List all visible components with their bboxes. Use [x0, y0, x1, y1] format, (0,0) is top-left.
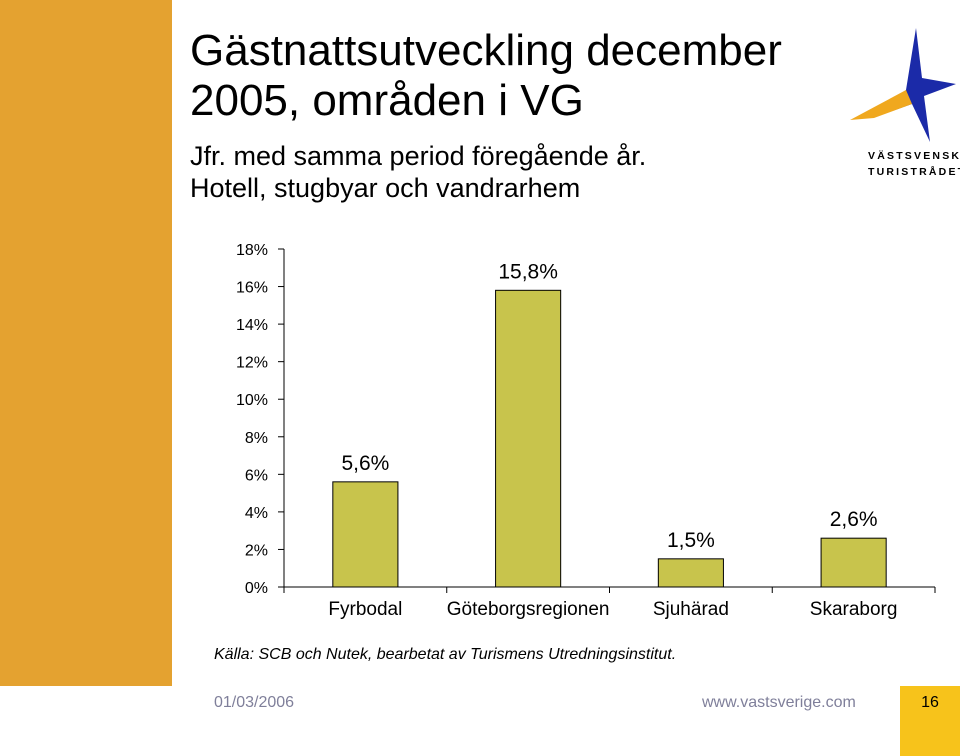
data-label: 2,6%: [830, 508, 878, 531]
data-labels: 5,6% 15,8% 1,5% 2,6%: [341, 260, 877, 552]
data-label: 15,8%: [498, 260, 558, 283]
y-tick-label: 8%: [245, 430, 268, 447]
y-tick-label: 10%: [236, 392, 268, 409]
x-axis: Fyrbodal Göteborgsregionen Sjuhärad Skarabo…: [283, 586, 936, 620]
x-category-label: Fyrbodal: [328, 599, 402, 620]
y-tick-label: 4%: [245, 505, 268, 522]
source-note: Källa: SCB och Nutek, bearbetat av Turis…: [214, 646, 677, 663]
bar-sjuhärad: [657, 558, 724, 588]
y-tick-label: 18%: [236, 242, 268, 259]
logo-text-line-1: VÄSTSVENSKA: [868, 150, 960, 162]
bar-fyrbodal: [332, 481, 399, 588]
y-tick-label: 2%: [245, 542, 268, 559]
subtitle-line-2: Hotell, stugbyar och vandrarhem: [190, 173, 581, 203]
footer-date: 01/03/2006: [214, 694, 295, 711]
y-tick-label: 12%: [236, 355, 268, 372]
y-tick-label: 16%: [236, 280, 268, 297]
bar-chart: 0% 2% 4% 6% 8% 10% 12% 14% 16% 18% 5,6% 15,8% 1,5% 2…: [236, 242, 936, 620]
x-category-label: Sjuhärad: [653, 599, 729, 620]
x-category-label: Göteborgsregionen: [447, 599, 610, 620]
logo-star-blue: [878, 28, 956, 142]
page-number-box: 16: [900, 686, 960, 756]
logo-swoosh-orange: [850, 90, 912, 120]
slide-title: Gästnattsutveckling december 2005, områd…: [190, 26, 782, 125]
bar-skaraborg: [820, 537, 887, 588]
x-category-label: Skaraborg: [810, 599, 898, 620]
slide-subtitle: Jfr. med samma period föregående år. Hot…: [190, 140, 646, 204]
subtitle-line-1: Jfr. med samma period föregående år.: [190, 141, 647, 171]
bar-göteborgsregionen: [495, 289, 562, 588]
sidebar-band: [0, 0, 172, 686]
y-axis: 0% 2% 4% 6% 8% 10% 12% 14% 16% 18%: [236, 242, 285, 597]
bars: [332, 289, 887, 588]
star-logo-icon: [850, 28, 956, 142]
page-number: 16: [921, 694, 939, 711]
data-label: 1,5%: [667, 529, 715, 552]
logo-text-line-2: TURISTRÅDET: [868, 166, 960, 178]
y-tick-label: 14%: [236, 317, 268, 334]
data-label: 5,6%: [341, 452, 389, 475]
footer-url[interactable]: www.vastsverige.com: [702, 694, 856, 711]
y-tick-label: 0%: [245, 580, 268, 597]
y-tick-label: 6%: [245, 467, 268, 484]
